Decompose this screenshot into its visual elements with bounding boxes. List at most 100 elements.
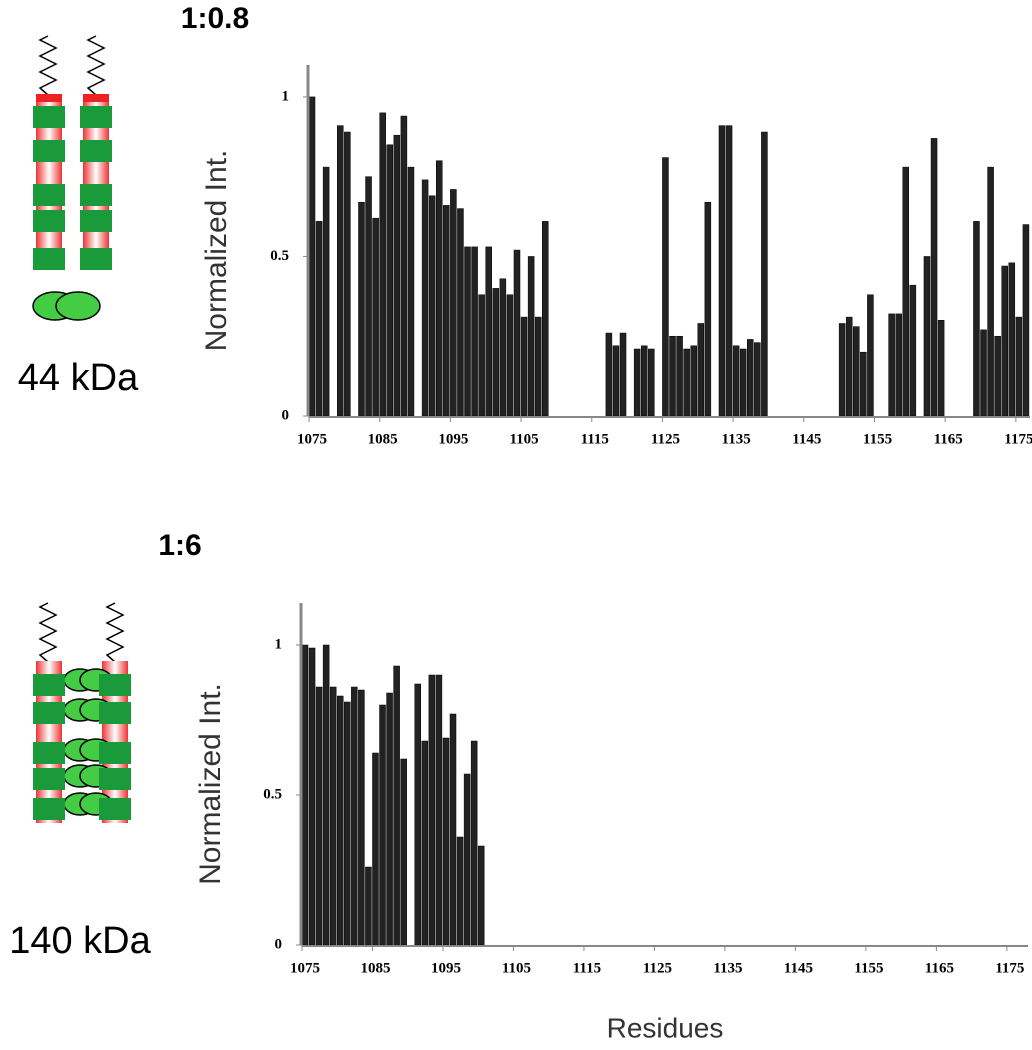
bar — [676, 335, 683, 417]
bar — [477, 845, 485, 946]
bar — [428, 195, 436, 417]
bar — [322, 644, 330, 946]
x-tick-label: 1155 — [854, 960, 883, 976]
bar — [683, 348, 690, 417]
bar — [860, 351, 867, 417]
bar — [344, 701, 351, 946]
bar — [845, 316, 853, 417]
bar — [421, 179, 429, 417]
y-tick-label: 0.5 — [270, 248, 289, 264]
bar — [888, 313, 895, 417]
bar — [690, 345, 697, 417]
bar — [520, 316, 528, 417]
bar — [358, 201, 365, 417]
bar — [457, 208, 464, 417]
bar — [344, 131, 351, 417]
bar — [648, 348, 655, 417]
x-axis-label: Residues — [607, 1012, 724, 1043]
x-tick-label: 1125 — [643, 960, 672, 976]
molecular-weight: 44 kDa — [18, 357, 139, 399]
bar — [450, 189, 457, 417]
x-tick-label: 1095 — [438, 431, 468, 447]
complex-diagram-top — [32, 35, 112, 321]
bar — [930, 138, 938, 417]
bar — [704, 201, 712, 417]
bar — [351, 686, 358, 946]
bar — [470, 740, 478, 946]
bar — [372, 217, 379, 417]
x-tick-label: 1175 — [1004, 431, 1032, 447]
bar — [761, 131, 768, 417]
bar — [612, 345, 620, 417]
bar — [669, 335, 676, 417]
bar — [365, 866, 372, 946]
y-tick-label: 0 — [275, 936, 283, 952]
bar — [909, 284, 917, 417]
x-tick-label: 1125 — [651, 431, 680, 447]
bar — [534, 316, 542, 417]
x-tick-label: 1085 — [368, 431, 398, 447]
bar — [315, 221, 323, 417]
bar — [414, 683, 422, 946]
bar — [421, 740, 429, 946]
y-tick-label: 1 — [275, 636, 283, 652]
bar — [1008, 262, 1016, 417]
bar — [542, 221, 549, 417]
bar — [937, 320, 945, 417]
bar — [605, 332, 613, 417]
bar — [867, 294, 874, 417]
bar — [619, 332, 627, 417]
x-tick-label: 1165 — [925, 960, 954, 976]
bar — [902, 166, 910, 417]
bar — [1001, 265, 1008, 417]
bar — [386, 144, 394, 417]
bar — [747, 339, 754, 417]
bar — [513, 249, 521, 417]
bar — [442, 737, 450, 946]
bar — [393, 665, 400, 946]
bar — [718, 125, 726, 417]
molecular-weight: 140 kDa — [9, 920, 151, 962]
bar — [372, 752, 379, 946]
bar — [732, 345, 740, 417]
bar — [379, 112, 386, 417]
x-tick-label: 1105 — [502, 960, 531, 976]
bar — [337, 125, 344, 417]
x-tick-label: 1115 — [573, 960, 601, 976]
bar — [443, 205, 450, 417]
panel-title: 1:6 — [158, 529, 201, 562]
y-tick-label: 0 — [282, 407, 290, 423]
bar — [365, 176, 372, 417]
bar — [315, 686, 323, 946]
bar — [739, 348, 747, 417]
bar — [379, 704, 386, 946]
bar — [725, 125, 733, 417]
bar — [478, 294, 485, 417]
bar — [407, 166, 415, 417]
x-tick-label: 1145 — [792, 431, 821, 447]
bar — [336, 695, 344, 946]
y-tick-label: 1 — [282, 88, 290, 104]
bar — [329, 686, 337, 946]
bar — [464, 246, 471, 417]
x-tick-label: 1135 — [713, 960, 742, 976]
bar — [1015, 316, 1023, 417]
x-tick-label: 1115 — [581, 431, 609, 447]
x-tick-label: 1105 — [509, 431, 538, 447]
bar — [499, 278, 507, 417]
bar — [400, 758, 407, 946]
bar — [853, 326, 860, 417]
y-tick-label: 0.5 — [263, 786, 282, 802]
x-tick-label: 1175 — [995, 960, 1024, 976]
x-tick-label: 1085 — [360, 960, 390, 976]
bar — [308, 647, 316, 946]
x-tick-label: 1145 — [784, 960, 813, 976]
bar — [633, 348, 641, 417]
bar — [973, 221, 980, 417]
bar — [449, 713, 457, 946]
bar — [456, 836, 464, 946]
bar — [895, 313, 902, 417]
bar — [987, 166, 994, 417]
